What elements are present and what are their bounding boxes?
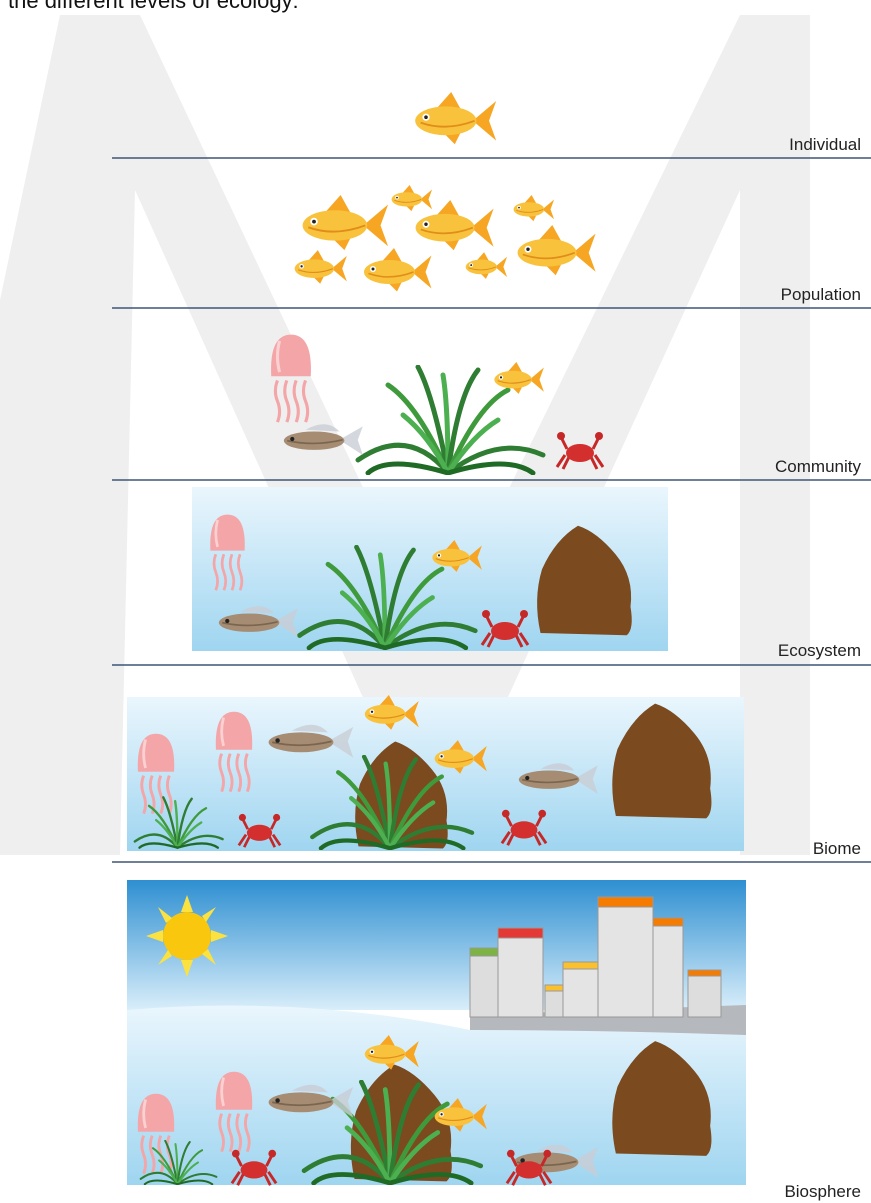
biome-art — [127, 695, 744, 851]
diagram: the different levels of ecology: — [0, 0, 871, 1203]
population-art — [295, 185, 596, 292]
level-label: Ecosystem — [778, 641, 861, 660]
biosphere-art — [127, 880, 746, 1185]
level-label: Community — [775, 457, 861, 476]
caption: the different levels of ecology: — [8, 0, 299, 13]
level-label: Population — [781, 285, 861, 304]
ecosystem-art — [192, 487, 668, 651]
level-label: Individual — [789, 135, 861, 154]
level-label: Biosphere — [784, 1182, 861, 1201]
level-label: Biome — [813, 839, 861, 858]
fish — [415, 92, 496, 144]
